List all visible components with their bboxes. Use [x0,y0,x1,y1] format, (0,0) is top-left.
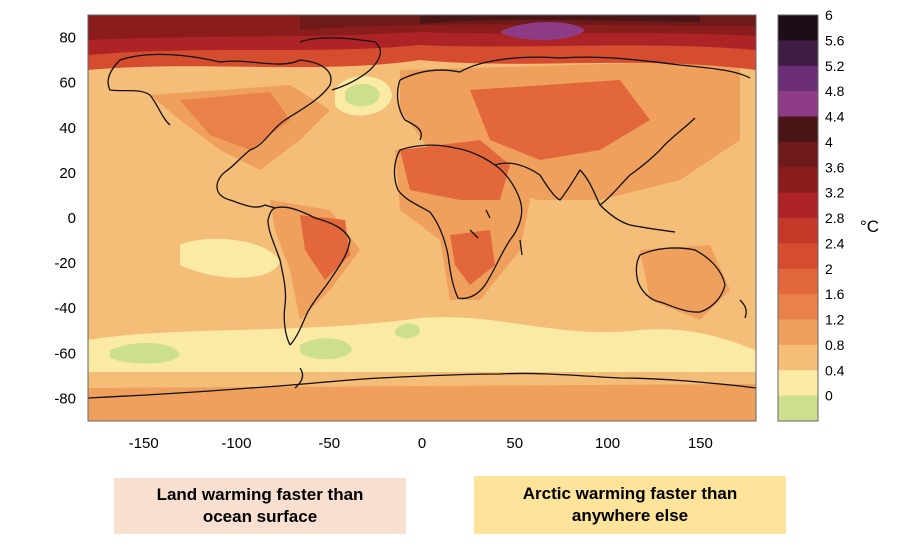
colorbar-swatch [778,91,818,117]
warm-zone-australia [640,245,730,320]
colorbar-swatch [778,319,818,346]
cool-patch-pacific [180,238,280,278]
callout-land-text: Land warming faster than ocean surface [156,485,364,526]
x-tick-label: 100 [595,435,620,452]
colorbar-swatch [778,40,818,67]
colorbar-frame [777,14,819,422]
y-tick-label: -80 [54,390,76,407]
antarctic-zone [88,384,756,421]
arctic-max [500,21,585,41]
colorbar-tick-label: 3.6 [825,159,845,175]
y-tick-label: 80 [59,30,76,47]
hot-zone-amazon [300,215,350,280]
cold-patch-southern-ocean-2 [300,338,352,360]
y-tick-label: 60 [59,75,76,92]
colorbar-tick-label: 2.8 [825,210,845,226]
callout-arctic-text: Arctic warming faster than anywhere else [522,484,738,525]
hot-zone-sahara [400,140,510,200]
colorbar-swatch [778,65,818,92]
colorbar-tick-label: 2.4 [825,235,845,251]
cold-spot-north-atlantic [345,84,380,107]
colorbar-tick-label: 4.4 [825,109,845,125]
colorbar-tick-label: 1.6 [825,286,845,302]
map-frame [87,14,757,422]
colorbar-tick-label: 0 [825,388,833,404]
cold-patch-southern-ocean-1 [110,342,180,364]
colorbar-tick-label: 6 [825,7,833,23]
colorbar-swatch [778,15,818,41]
colorbar-swatch [778,370,818,397]
y-tick-label: 40 [59,120,76,137]
x-tick-label: 0 [418,435,426,452]
y-tick-label: -20 [54,255,76,272]
colorbar-swatch [778,141,818,168]
colorbar-swatch [778,268,818,295]
colorbar-swatch [778,395,818,422]
colorbar-swatch [778,243,818,270]
cold-patch-southern-ocean-3 [395,323,420,339]
hot-zone-central-asia [470,80,650,160]
x-tick-label: 150 [688,435,713,452]
colorbar-tick-label: 3.2 [825,185,845,201]
colorbar-tick-label: 4 [825,134,833,150]
colorbar-tick-label: 5.2 [825,58,845,74]
colorbar-tick-label: 0.8 [825,337,845,353]
x-tick-label: 50 [506,435,523,452]
map-plot-area [88,15,756,421]
hot-zone-southern-africa [450,230,495,285]
colorbar-tick-label: 5.6 [825,32,845,48]
hot-zone-north-america [180,92,290,150]
colorbar-swatch [778,116,818,143]
y-tick-label: -60 [54,345,76,362]
y-tick-label: -40 [54,300,76,317]
colorbar-swatch [778,294,818,320]
colorbar-swatch [778,218,818,244]
colorbar-tick-label: 0.4 [825,362,845,378]
colorbar-unit-label: °C [860,217,879,236]
x-tick-label: -50 [318,435,340,452]
colorbar-swatch [778,167,818,194]
colorbar: 6 5.6 5.2 4.8 4.4 4 3.6 3.2 2.8 2.4 2 1.6 1.2 0.8 0.4 0 [777,7,845,422]
callout-land-warming: Land warming faster than ocean surface [114,478,406,534]
x-tick-label: -150 [129,435,159,452]
colorbar-swatch [778,344,818,371]
y-tick-label: 20 [59,165,76,182]
colorbar-tick-label: 1.2 [825,312,845,328]
x-tick-label: -100 [221,435,251,452]
callout-arctic-warming: Arctic warming faster than anywhere else [474,476,786,534]
colorbar-tick-label: 4.8 [825,83,845,99]
y-tick-label: 0 [68,210,76,227]
colorbar-tick-label: 2 [825,261,833,277]
colorbar-swatch [778,192,818,219]
axis-ticks: -150 -100 -50 0 50 100 150 80 60 40 20 0 -20 -40 -60 -8… [54,30,713,452]
arctic-band-5 [420,15,700,24]
coastlines [88,37,756,399]
cool-band-southern-ocean [88,317,756,372]
